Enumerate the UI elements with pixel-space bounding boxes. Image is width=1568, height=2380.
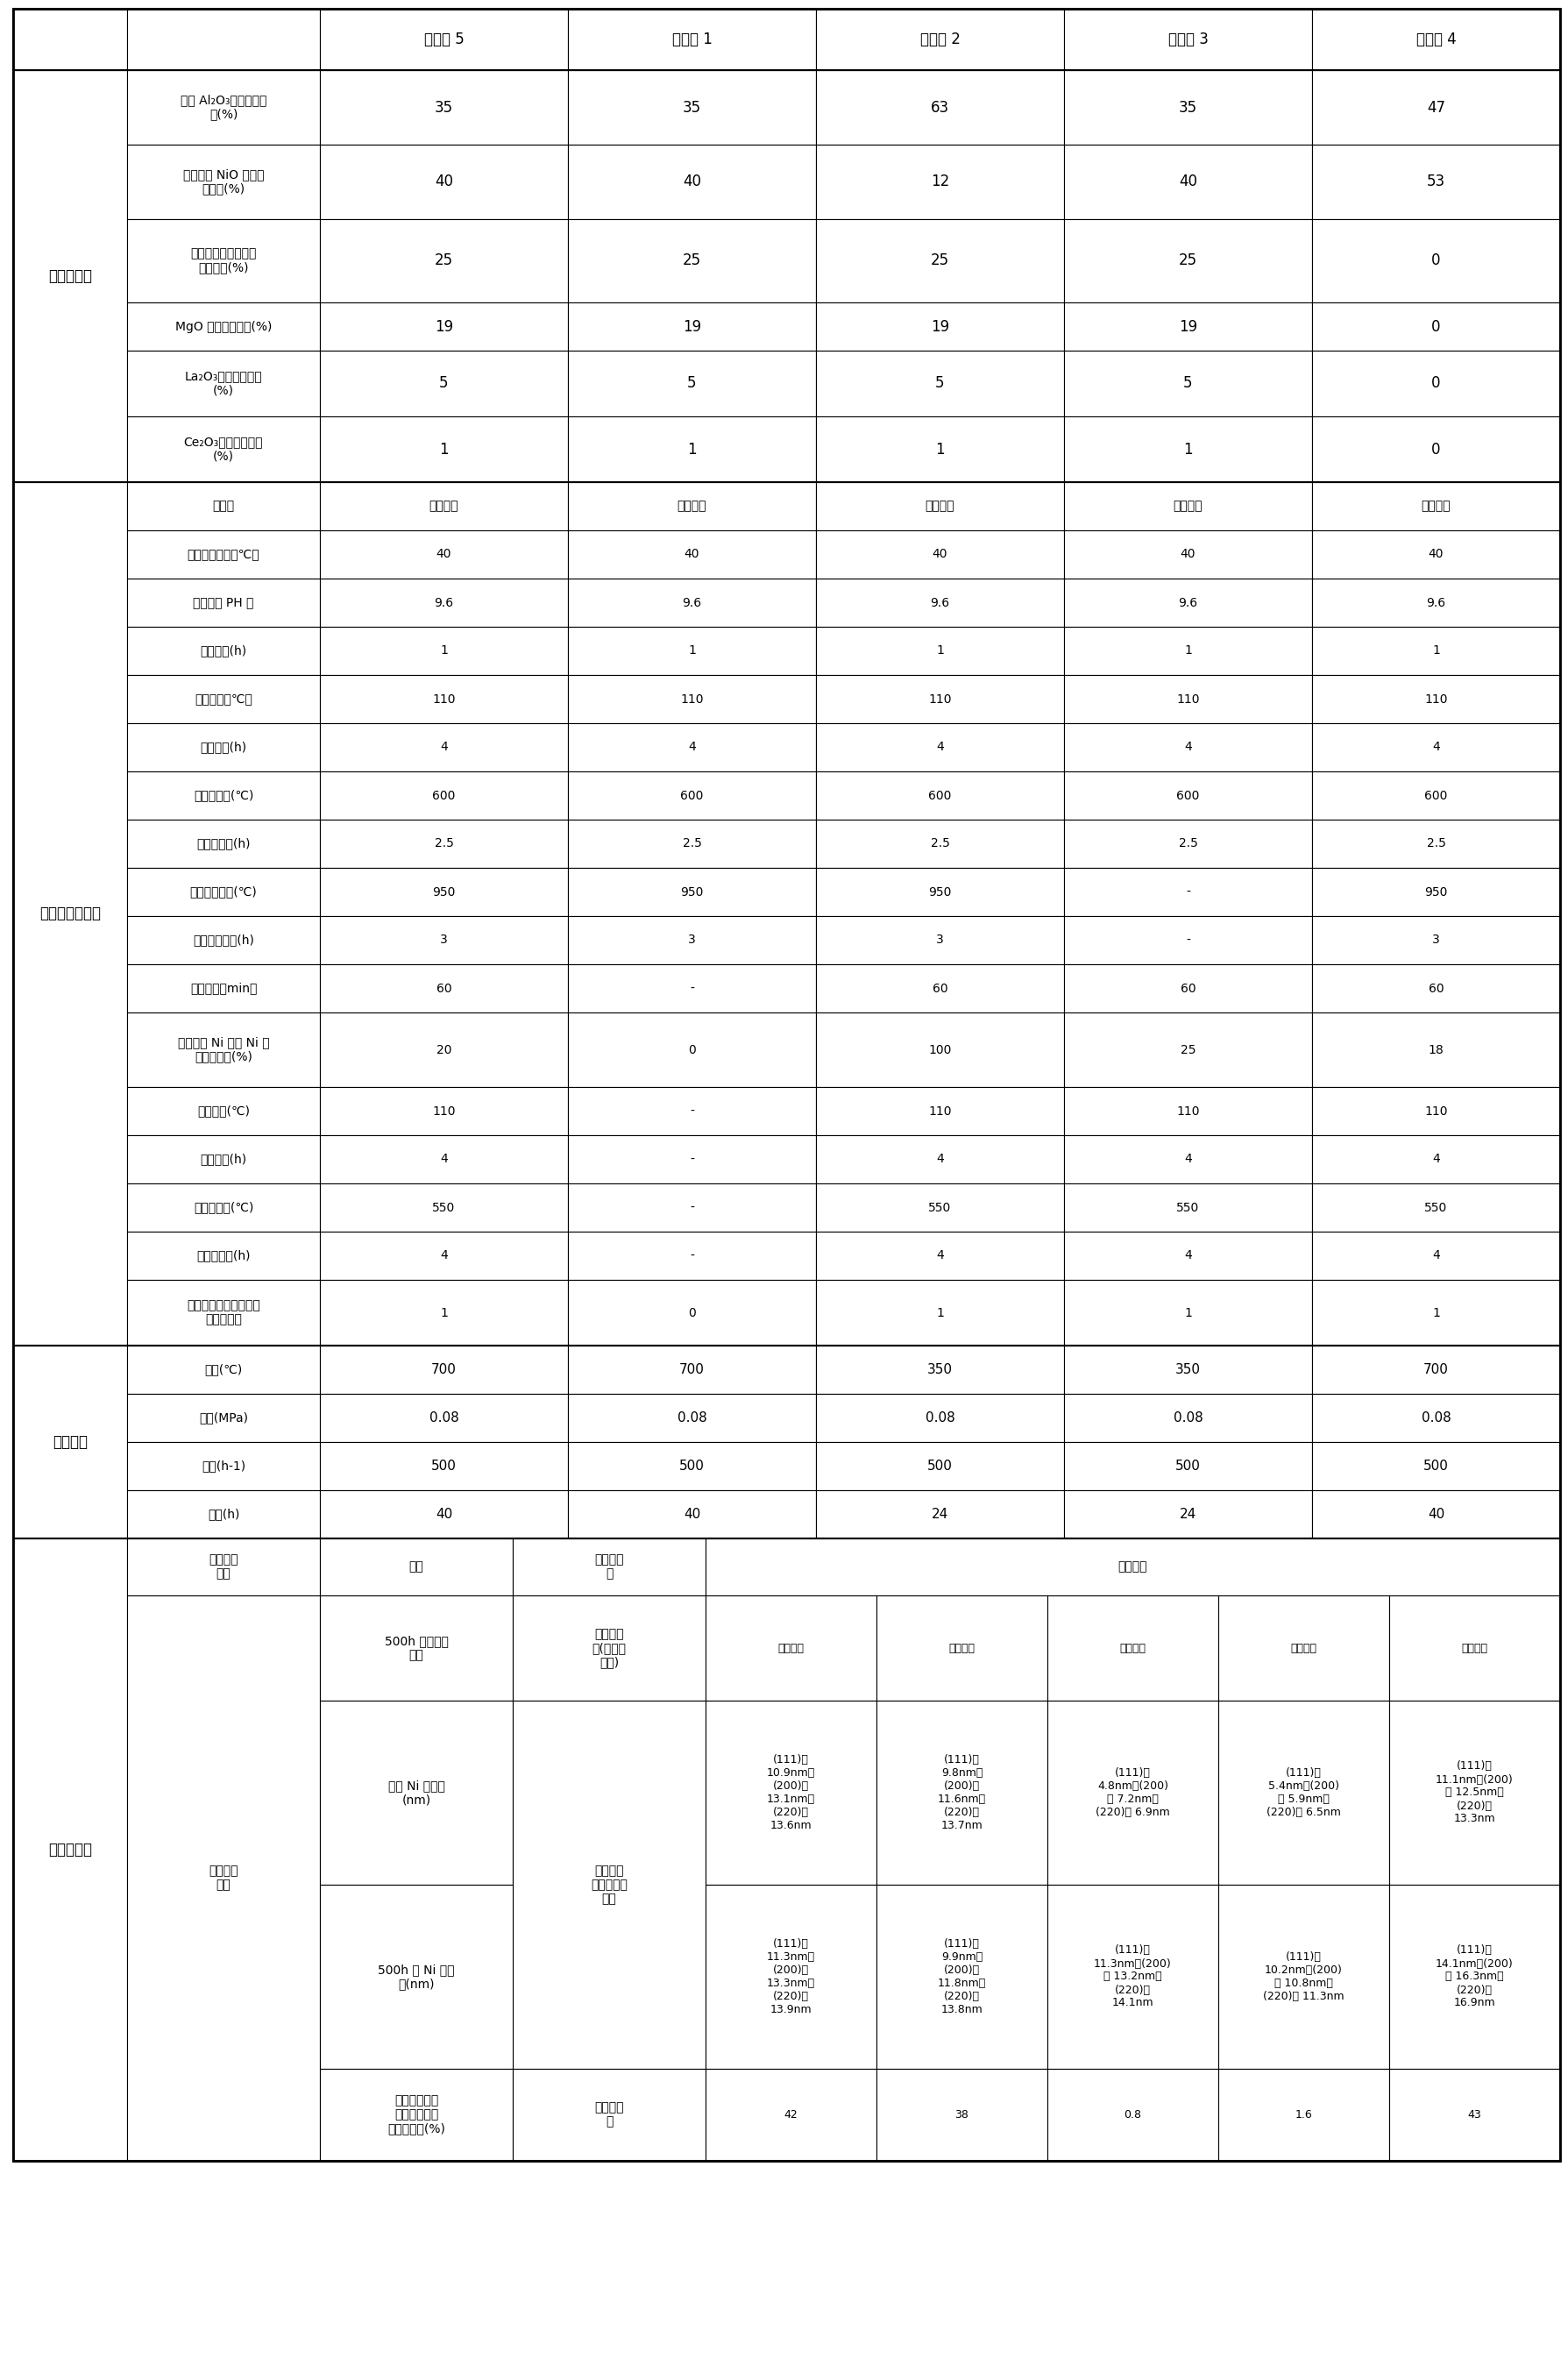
Text: 110: 110 <box>681 693 702 704</box>
Text: 950: 950 <box>433 885 455 897</box>
Bar <box>568 69 815 145</box>
Text: 镍铝尖晶石在
催化剂中的质
量百分含量(%): 镍铝尖晶石在 催化剂中的质 量百分含量(%) <box>387 2094 445 2135</box>
Bar <box>568 1442 815 1490</box>
Text: 700: 700 <box>679 1364 704 1376</box>
Text: 预煅烧温度(℃): 预煅烧温度(℃) <box>193 790 254 802</box>
Bar <box>320 1135 568 1183</box>
Bar <box>568 145 815 219</box>
Bar <box>127 302 320 350</box>
Text: -: - <box>690 1250 693 1261</box>
Bar <box>1388 1885 1559 2068</box>
Text: (111)面
10.9nm，
(200)面
13.1nm，
(220)面
13.6nm: (111)面 10.9nm， (200)面 13.1nm， (220)面 13.… <box>767 1754 815 1830</box>
Bar <box>320 1395 568 1442</box>
Text: 40: 40 <box>436 1509 452 1521</box>
Text: 2.5: 2.5 <box>682 838 701 850</box>
Bar <box>815 676 1063 724</box>
Bar <box>1063 771 1311 819</box>
Bar <box>320 1702 513 1885</box>
Text: 偏铝酸钠: 偏铝酸钠 <box>925 500 955 512</box>
Text: 4: 4 <box>1184 1250 1192 1261</box>
Text: 350: 350 <box>927 1364 952 1376</box>
Text: 2.5: 2.5 <box>1178 838 1196 850</box>
Bar <box>815 416 1063 483</box>
Bar <box>568 724 815 771</box>
Bar <box>1311 1230 1559 1280</box>
Text: 无水合峰: 无水合峰 <box>778 1642 804 1654</box>
Text: (111)面
11.1nm，(200)
面 12.5nm，
(220)面
13.3nm: (111)面 11.1nm，(200) 面 12.5nm， (220)面 13.… <box>1435 1761 1513 1825</box>
Bar <box>127 1595 320 2161</box>
Bar <box>320 1885 513 2068</box>
Bar <box>320 2068 513 2161</box>
Bar <box>513 1537 706 1595</box>
Text: 47: 47 <box>1425 100 1444 114</box>
Text: 550: 550 <box>1176 1202 1200 1214</box>
Bar <box>320 771 568 819</box>
Bar <box>1218 1885 1388 2068</box>
Bar <box>320 1280 568 1345</box>
Text: 浸渍、烘干、再煅烧步
骤重复次数: 浸渍、烘干、再煅烧步 骤重复次数 <box>187 1299 260 1326</box>
Bar <box>1063 724 1311 771</box>
Text: 1: 1 <box>688 645 696 657</box>
Text: 35: 35 <box>1178 100 1196 114</box>
Bar <box>1311 964 1559 1012</box>
Bar <box>127 219 320 302</box>
Text: 对比例 4: 对比例 4 <box>1416 31 1455 48</box>
Bar <box>815 626 1063 676</box>
Text: 53: 53 <box>1425 174 1444 190</box>
Text: 60: 60 <box>1179 983 1195 995</box>
Bar <box>1311 1345 1559 1395</box>
Bar <box>568 1088 815 1135</box>
Bar <box>13 1537 1559 2161</box>
Text: 40: 40 <box>1427 1509 1444 1521</box>
Text: 1: 1 <box>687 440 696 457</box>
Text: 高温煅烧温度(℃): 高温煅烧温度(℃) <box>190 885 257 897</box>
Bar <box>127 676 320 724</box>
Bar <box>1388 1595 1559 1702</box>
Text: 950: 950 <box>928 885 952 897</box>
Text: 催化剂制备方法: 催化剂制备方法 <box>39 907 100 921</box>
Bar <box>127 1537 320 1595</box>
Text: 700: 700 <box>1422 1364 1447 1376</box>
Text: 3: 3 <box>936 933 944 947</box>
Text: 18: 18 <box>1427 1042 1443 1057</box>
Bar <box>1063 219 1311 302</box>
Text: 偏铝酸钠: 偏铝酸钠 <box>430 500 458 512</box>
Bar <box>127 483 320 531</box>
Bar <box>815 350 1063 416</box>
Text: 9.6: 9.6 <box>1178 597 1196 609</box>
Bar <box>1311 69 1559 145</box>
Text: 1: 1 <box>936 1307 944 1319</box>
Text: 4: 4 <box>441 1154 447 1166</box>
Text: 老化时间(h): 老化时间(h) <box>201 645 246 657</box>
Text: 100: 100 <box>928 1042 952 1057</box>
Bar <box>127 626 320 676</box>
Bar <box>815 10 1063 69</box>
Text: 1: 1 <box>439 645 447 657</box>
Bar <box>1311 1490 1559 1537</box>
Text: 1: 1 <box>936 645 944 657</box>
Bar <box>1311 819 1559 869</box>
Bar <box>877 1885 1047 2068</box>
Bar <box>706 1595 877 1702</box>
Text: -: - <box>690 1104 693 1116</box>
Bar <box>320 626 568 676</box>
Bar <box>320 1230 568 1280</box>
Text: 19: 19 <box>930 319 949 336</box>
Text: 浸渍引入 Ni 占总 Ni 质
量百分含量(%): 浸渍引入 Ni 占总 Ni 质 量百分含量(%) <box>177 1038 270 1064</box>
Bar <box>568 350 815 416</box>
Bar <box>568 676 815 724</box>
Text: 35: 35 <box>434 100 453 114</box>
Bar <box>1311 676 1559 724</box>
Text: 5: 5 <box>687 376 696 390</box>
Bar <box>568 1012 815 1088</box>
Bar <box>1311 219 1559 302</box>
Bar <box>127 1183 320 1230</box>
Text: -: - <box>1185 933 1190 947</box>
Text: 40: 40 <box>684 547 699 562</box>
Bar <box>568 1183 815 1230</box>
Bar <box>815 1088 1063 1135</box>
Text: (111)面
5.4nm，(200)
面 5.9nm，
(220)面 6.5nm: (111)面 5.4nm，(200) 面 5.9nm， (220)面 6.5nm <box>1265 1768 1341 1818</box>
Bar <box>320 578 568 626</box>
Text: 110: 110 <box>928 1104 952 1116</box>
Bar <box>127 771 320 819</box>
